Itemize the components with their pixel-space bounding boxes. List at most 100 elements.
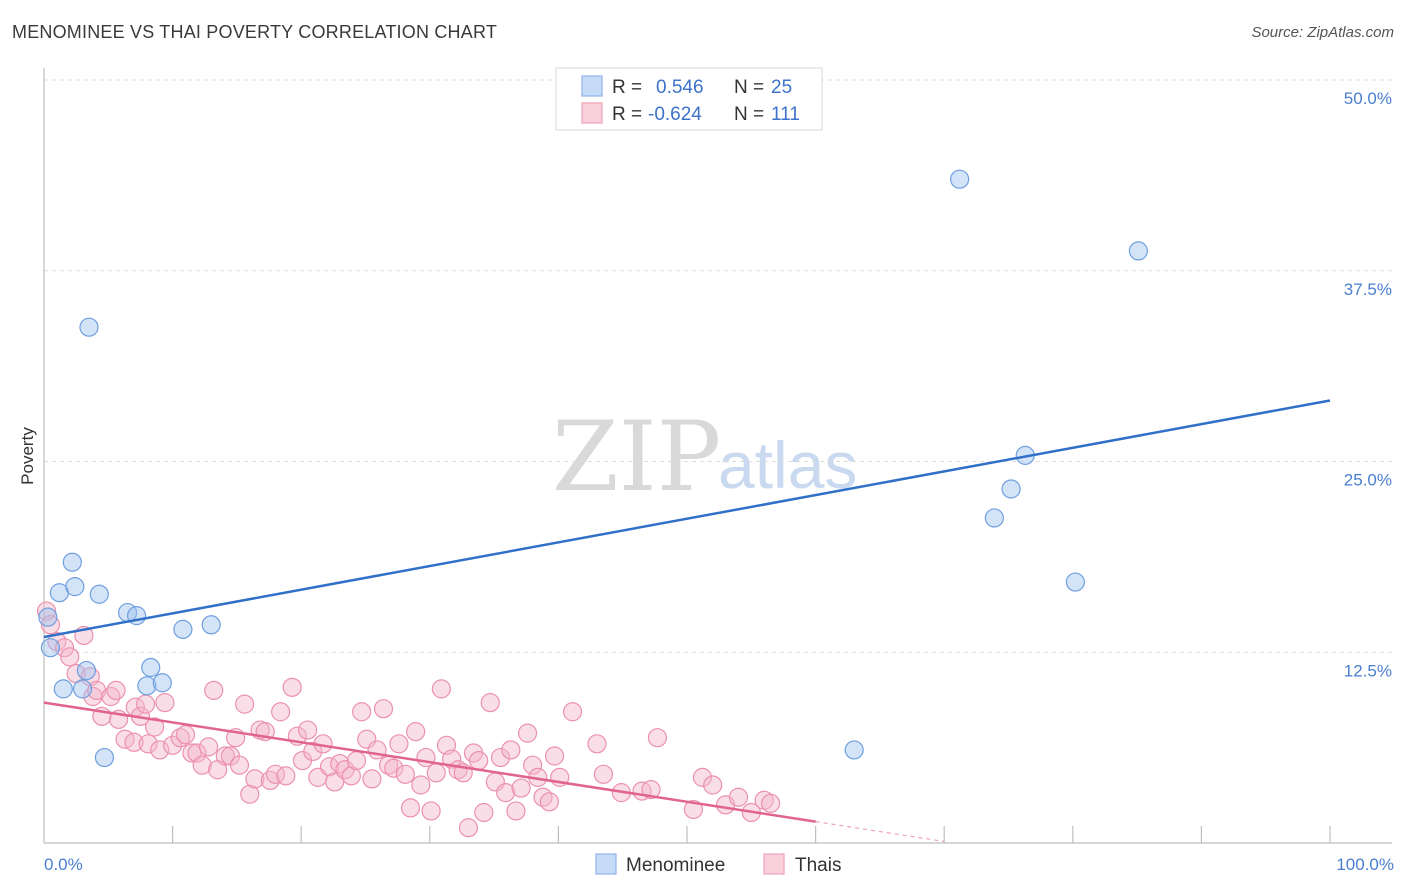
thais-point-102 [647, 728, 668, 748]
menominee-point-6 [79, 317, 99, 337]
menominee-point-19 [950, 169, 970, 189]
legend-swatch-menominee [581, 75, 603, 97]
thais-point-23 [163, 735, 183, 755]
menominee-point-18 [844, 740, 864, 760]
bottom-legend-swatch-thais [763, 853, 785, 875]
menominee-point-4 [65, 577, 85, 597]
thais-point-107 [728, 787, 749, 807]
thais-point-26 [182, 743, 202, 763]
bottom-legend-menominee: Menominee [626, 855, 725, 876]
legend-r-label-2: R = [612, 104, 642, 125]
y-tick-label-1: 25.0% [1344, 471, 1392, 490]
thais-point-29 [199, 737, 219, 757]
thais-point-43 [271, 702, 291, 722]
thais-point-44 [276, 766, 296, 786]
thais-point-27 [187, 743, 207, 763]
y-axis-label: Poverty [18, 427, 37, 485]
thais-point-41 [260, 770, 280, 791]
menominee-point-5 [76, 660, 97, 681]
menominee-point-15 [152, 673, 172, 693]
thais-point-49 [303, 741, 323, 762]
menominee-point-0 [38, 607, 58, 627]
bottom-legend-swatch-menominee [595, 853, 617, 875]
thais-point-18 [124, 732, 144, 752]
thais-point-82 [480, 693, 500, 713]
thais-points [36, 601, 781, 838]
legend-r-value-1: 0.546 [656, 77, 704, 98]
thais-point-68 [406, 722, 426, 742]
menominee-point-21 [1001, 479, 1021, 499]
bottom-legend-thais: Thais [795, 855, 841, 876]
thais-point-105 [703, 775, 723, 795]
thais-point-94 [544, 746, 565, 766]
thais-point-90 [523, 755, 543, 775]
thais-point-81 [474, 802, 494, 823]
thais-point-110 [760, 793, 781, 813]
legend: R = 0.546 N = 25 R = -0.624 N = 111 [555, 67, 823, 131]
thais-point-86 [501, 740, 521, 760]
thais-point-84 [490, 747, 511, 768]
thais-point-64 [384, 758, 404, 778]
thais-point-3 [54, 638, 75, 658]
thais-point-25 [175, 725, 196, 745]
thais-point-19 [138, 734, 158, 754]
thais-point-96 [562, 702, 583, 722]
thais-point-30 [204, 680, 224, 701]
y-tick-label-2: 37.5% [1344, 280, 1392, 299]
thais-point-78 [458, 818, 478, 838]
thais-point-58 [352, 702, 372, 722]
thais-point-104 [692, 767, 713, 787]
thais-point-80 [469, 750, 489, 771]
thais-point-89 [517, 723, 538, 743]
thais-point-69 [411, 775, 431, 795]
thais-point-12 [106, 680, 126, 701]
thais-point-48 [298, 720, 318, 740]
thais-point-97 [587, 734, 607, 754]
thais-point-53 [325, 772, 345, 792]
thais-point-1 [40, 615, 61, 635]
thais-point-22 [155, 693, 175, 713]
legend-n-value-1: 25 [771, 77, 792, 98]
menominee-point-1 [40, 638, 61, 658]
thais-point-4 [60, 647, 80, 667]
legend-n-label-2: N = [734, 104, 764, 125]
menominee-point-8 [89, 584, 109, 604]
thais-point-28 [192, 755, 212, 775]
thais-trend-extension [815, 821, 945, 843]
thais-point-93 [539, 792, 559, 812]
axes [43, 68, 1392, 844]
thais-point-103 [683, 799, 704, 820]
menominee-point-17 [201, 615, 221, 635]
grid [44, 79, 1392, 653]
menominee-point-13 [141, 657, 161, 678]
thais-point-57 [346, 750, 367, 771]
menominee-trend-line [43, 399, 1331, 639]
x-tick-label-0: 0.0% [44, 855, 83, 874]
menominee-point-10 [94, 747, 115, 768]
menominee-point-7 [53, 679, 73, 699]
chart-title: MENOMINEE VS THAI POVERTY CORRELATION CH… [12, 22, 498, 42]
menominee-point-3 [62, 552, 82, 572]
menominee-point-14 [137, 676, 157, 696]
thais-point-62 [373, 699, 394, 719]
thais-point-66 [395, 764, 415, 784]
watermark-zip: ZIP [552, 401, 721, 513]
thais-point-101 [641, 779, 661, 800]
thais-point-71 [421, 801, 441, 821]
legend-r-value-2: -0.624 [648, 104, 702, 125]
thais-point-32 [215, 746, 235, 766]
menominee-point-23 [1065, 572, 1085, 592]
thais-trend-line [43, 701, 816, 823]
thais-point-54 [330, 754, 350, 774]
thais-point-45 [282, 677, 302, 697]
legend-r-label-1: R = [612, 77, 642, 98]
thais-point-42 [265, 764, 286, 784]
legend-n-label-1: N = [734, 77, 764, 98]
x-tick-label-1: 100.0% [1336, 855, 1394, 874]
trend-lines [43, 399, 1331, 843]
bottom-legend: Menominee Thais [595, 853, 841, 876]
thais-point-67 [400, 798, 421, 818]
thais-point-9 [87, 680, 107, 701]
thais-point-88 [511, 778, 531, 798]
y-tick-label-3: 50.0% [1344, 89, 1392, 108]
